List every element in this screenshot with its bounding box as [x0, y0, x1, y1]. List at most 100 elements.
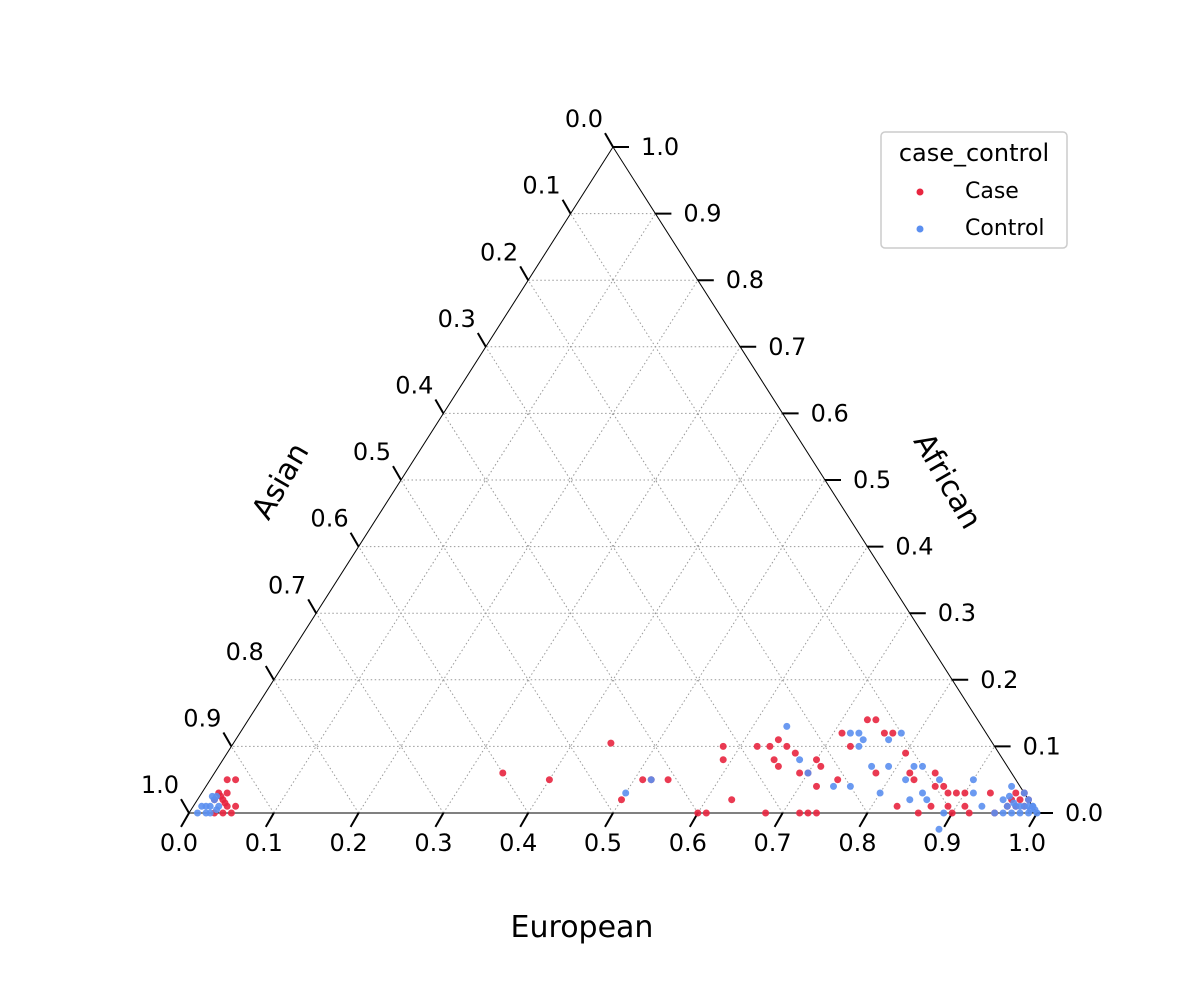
left-tick-mark — [180, 798, 190, 814]
left-tick-mark — [392, 465, 402, 481]
grid-line — [273, 213, 656, 814]
grid-line — [612, 479, 826, 814]
data-point-control — [868, 762, 876, 770]
data-point-control — [846, 782, 854, 790]
data-point-control — [804, 769, 812, 777]
left-tick-mark — [561, 199, 572, 215]
data-point-case — [961, 789, 969, 797]
left-tick-label: 1.0 — [141, 771, 179, 799]
grid-line — [570, 213, 953, 814]
bottom-tick-label: 0.9 — [923, 829, 961, 857]
bottom-tick-label: 0.5 — [584, 829, 622, 857]
data-point-control — [206, 809, 214, 817]
bottom-tick-mark — [519, 812, 530, 828]
data-point-control — [885, 762, 893, 770]
data-point-control — [1020, 789, 1028, 797]
data-point-case — [223, 776, 231, 784]
data-point-case — [872, 716, 880, 724]
data-point-case — [889, 729, 897, 737]
grid-line — [697, 546, 868, 814]
right-tick-label: 0.3 — [938, 599, 976, 627]
data-point-control — [910, 762, 918, 770]
data-point-control — [940, 809, 948, 817]
left-tick-label: 0.5 — [353, 438, 391, 466]
data-point-control — [999, 796, 1007, 804]
left-tick-label: 0.1 — [522, 172, 560, 200]
left-tick-label: 0.6 — [310, 505, 348, 533]
left-tick-label: 0.8 — [226, 638, 264, 666]
data-point-case — [948, 809, 956, 817]
grid-line — [527, 413, 784, 814]
data-point-case — [944, 789, 952, 797]
right-tick-label: 0.7 — [768, 333, 806, 361]
data-point-control — [936, 776, 943, 784]
right-axis-label: African — [906, 427, 989, 535]
data-point-case — [664, 776, 672, 784]
data-point-control — [622, 789, 630, 797]
left-tick-label: 0.4 — [395, 372, 433, 400]
data-point-control — [796, 756, 804, 764]
data-point-case — [607, 739, 615, 747]
data-point-case — [846, 742, 854, 750]
data-point-case — [902, 749, 910, 757]
bottom-tick-mark — [180, 812, 190, 828]
data-point-control — [919, 762, 926, 770]
data-point-case — [893, 802, 901, 810]
data-point-case — [221, 799, 229, 807]
right-tick-label: 0.9 — [683, 200, 721, 228]
data-point-case — [927, 802, 935, 810]
data-point-case — [219, 809, 227, 817]
data-point-control — [876, 789, 884, 797]
data-point-control — [1016, 809, 1024, 817]
left-tick-label: 0.7 — [268, 571, 306, 599]
bottom-tick-mark — [773, 812, 784, 828]
data-point-control — [1029, 802, 1037, 810]
data-point-control — [1008, 782, 1016, 790]
data-point-case — [906, 769, 914, 777]
data-point-control — [783, 722, 791, 730]
bottom-tick-label: 0.8 — [838, 829, 876, 857]
data-point-case — [728, 796, 736, 804]
data-point-control — [1010, 799, 1018, 807]
data-point-control — [969, 789, 977, 797]
data-point-control — [902, 776, 910, 784]
data-point-case — [804, 809, 812, 817]
bottom-axis-label: European — [511, 910, 654, 945]
right-tick-label: 0.5 — [853, 466, 891, 494]
data-point-case — [1016, 796, 1024, 804]
data-point-case — [940, 782, 948, 790]
data-point-case — [774, 736, 782, 744]
data-point-control — [1025, 796, 1032, 804]
legend-title: case_control — [899, 139, 1049, 167]
data-point-control — [215, 802, 223, 810]
data-point-control — [978, 802, 986, 810]
left-tick-mark — [349, 532, 360, 548]
legend-frame — [880, 131, 1068, 249]
data-point-case — [719, 742, 727, 750]
data-point-case — [961, 802, 969, 810]
data-point-case — [813, 809, 820, 817]
grid-line — [315, 612, 444, 814]
right-tick-label: 0.0 — [1065, 799, 1103, 827]
data-point-control — [919, 789, 926, 797]
grid-line — [442, 413, 699, 814]
data-point-case — [986, 789, 994, 797]
grid-line — [485, 346, 784, 814]
data-point-control — [647, 776, 655, 784]
data-point-case — [1012, 789, 1020, 797]
data-point-case — [639, 776, 647, 784]
left-tick-mark — [264, 665, 275, 681]
data-point-control — [897, 729, 905, 737]
data-point-case — [766, 742, 774, 750]
data-point-case — [931, 769, 939, 777]
data-point-control — [999, 809, 1007, 817]
grid-line — [230, 746, 275, 814]
data-point-control — [935, 825, 943, 833]
left-tick-mark — [307, 598, 318, 614]
data-point-case — [223, 789, 231, 797]
data-point-case — [965, 809, 973, 817]
axis-ticks: 0.0 0.0 0.0 0.1 0.1 0.1 0.2 0.2 0.2 0.3 0.3 0.3 0.4 0… — [141, 105, 1103, 857]
data-point-case — [227, 809, 235, 817]
data-point-control — [1016, 802, 1024, 810]
